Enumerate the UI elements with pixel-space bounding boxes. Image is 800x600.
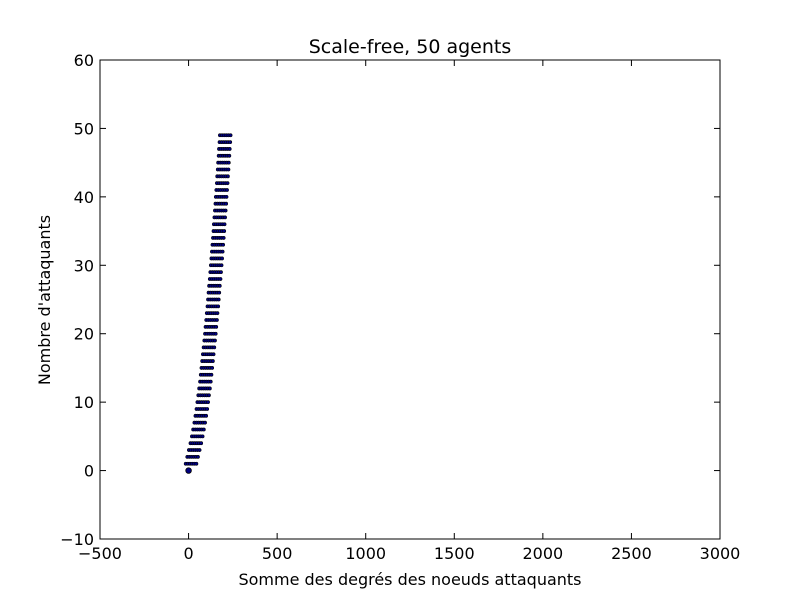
- x-tick-label: 3000: [700, 544, 741, 563]
- data-point: [226, 167, 231, 172]
- data-point: [208, 379, 213, 384]
- data-point: [215, 318, 219, 322]
- x-tick-label: 2500: [611, 544, 652, 563]
- data-point: [213, 338, 217, 343]
- data-point: [194, 461, 199, 466]
- data-point: [205, 407, 210, 411]
- data-point: [210, 359, 215, 363]
- x-tick-label: 1500: [434, 544, 475, 563]
- data-point: [204, 413, 209, 418]
- y-axis-label: Nombre d'attaquants: [35, 215, 54, 385]
- x-tick-label: −500: [78, 544, 122, 563]
- data-point: [213, 331, 218, 336]
- data-point: [228, 140, 233, 145]
- data-point: [207, 386, 212, 391]
- data-point: [200, 434, 205, 439]
- x-axis-label: Somme des degrés des noeuds attaquants: [238, 570, 581, 589]
- data-point: [219, 263, 224, 268]
- data-point: [199, 441, 204, 446]
- data-point: [216, 297, 221, 302]
- x-tick-label: 0: [183, 544, 193, 563]
- data-point: [224, 201, 229, 206]
- y-tick-label: 0: [84, 462, 94, 481]
- y-tick-label: 20: [74, 325, 94, 344]
- data-point: [209, 372, 214, 377]
- data-point: [196, 454, 200, 459]
- data-point: [228, 133, 233, 138]
- y-tick-label: 50: [74, 119, 94, 138]
- data-point: [215, 311, 220, 316]
- y-tick-label: 40: [74, 188, 94, 207]
- data-point: [203, 420, 207, 425]
- data-point: [221, 242, 226, 247]
- data-point: [220, 249, 225, 254]
- data-point: [212, 345, 217, 350]
- y-tick-label: 10: [74, 393, 94, 412]
- data-point: [223, 215, 227, 220]
- axis-ticks: −500 0 500 1000 1500 2000 2500 3000 −10 0 10 20 30 40…: [60, 51, 740, 563]
- data-point: [222, 222, 227, 227]
- data-point: [225, 188, 229, 192]
- data-point: [211, 352, 216, 357]
- x-tick-label: 500: [262, 544, 293, 563]
- x-tick-label: 2000: [522, 544, 563, 563]
- data-point: [217, 290, 222, 295]
- y-tick-label: 30: [74, 256, 94, 275]
- plot-frame: [99, 59, 721, 540]
- y-tick-label: −10: [60, 530, 94, 549]
- data-point: [224, 194, 229, 199]
- data-point: [222, 229, 227, 233]
- data-point: [218, 277, 223, 281]
- data-point: [216, 304, 221, 309]
- data-point: [197, 448, 202, 452]
- data-point: [214, 324, 219, 329]
- data-point: [210, 366, 215, 370]
- data-point: [201, 427, 206, 432]
- data-point: [225, 174, 230, 179]
- data-point: [217, 283, 222, 288]
- x-tick-label: 1000: [345, 544, 386, 563]
- y-tick-label: 60: [74, 51, 94, 70]
- data-point: [207, 393, 211, 398]
- data-point: [206, 400, 210, 405]
- data-point: [185, 467, 192, 474]
- data-point: [227, 153, 232, 158]
- data-point: [226, 160, 231, 165]
- data-point: [221, 236, 226, 240]
- data-point: [220, 256, 224, 261]
- data-point: [219, 270, 223, 275]
- data-point: [223, 208, 228, 213]
- data-point: [225, 181, 230, 186]
- data-point: [227, 147, 232, 151]
- data-points: [183, 133, 233, 474]
- chart-title: Scale-free, 50 agents: [309, 36, 512, 58]
